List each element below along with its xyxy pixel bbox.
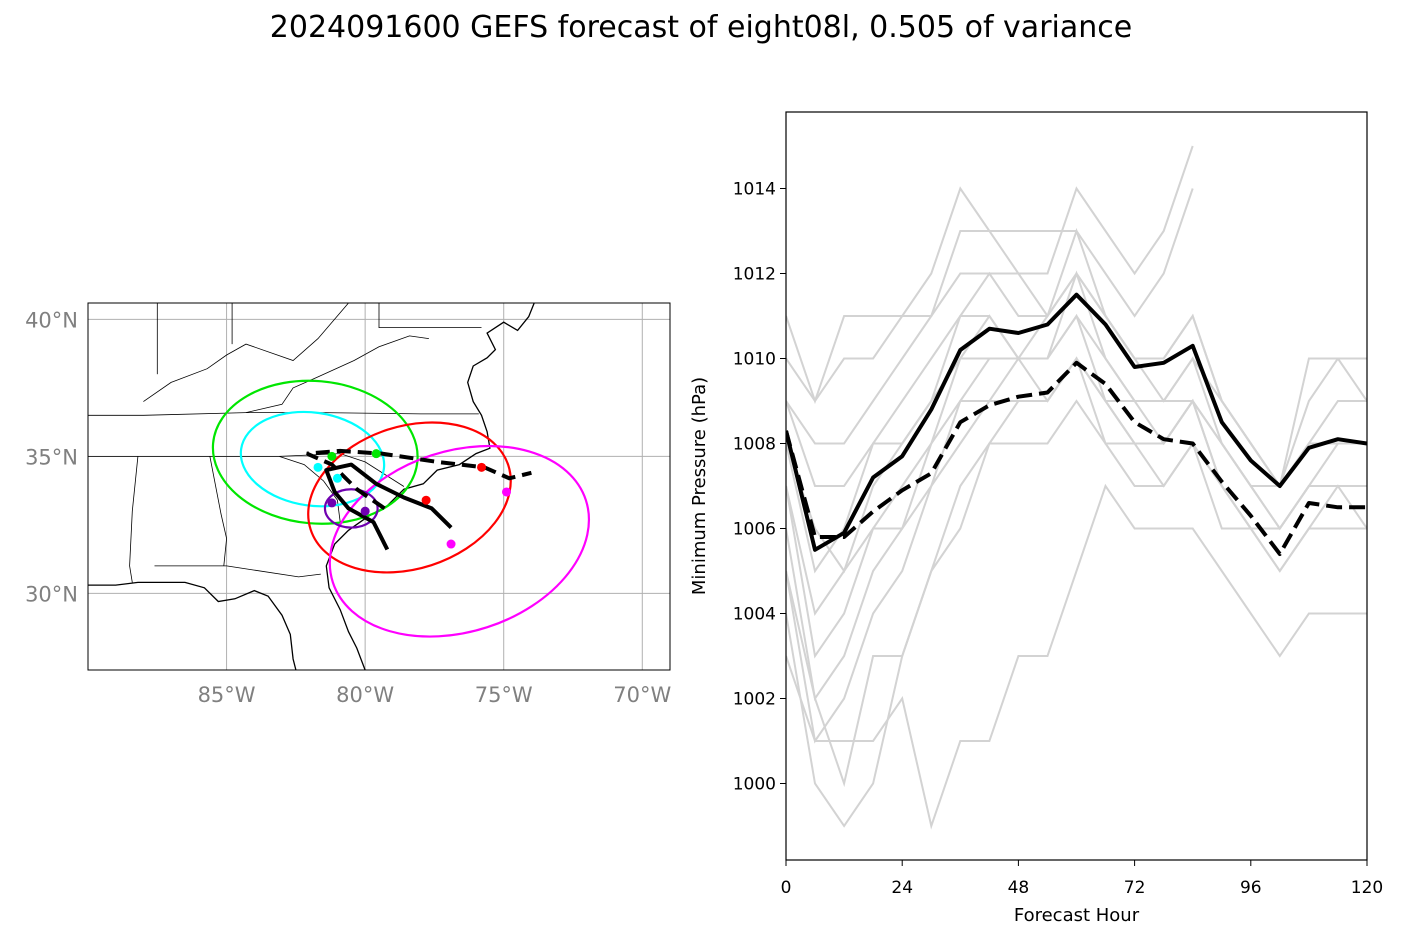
map-lat-label: 40°N	[25, 308, 78, 332]
ensemble-member-line	[786, 271, 1367, 489]
y-tick-label: 1000	[733, 775, 776, 795]
state-border	[245, 335, 429, 413]
map-lat-label: 30°N	[25, 582, 78, 606]
state-border	[378, 303, 482, 329]
x-tick-label: 72	[1124, 878, 1146, 898]
map-lon-label: 70°W	[613, 683, 671, 707]
y-tick-label: 1004	[733, 605, 776, 625]
ensemble-member-line	[786, 188, 1194, 403]
pressure-frame	[785, 111, 1368, 861]
map-lon-label: 80°W	[336, 683, 394, 707]
mean-track-dashed	[306, 448, 532, 511]
state-border	[129, 456, 139, 583]
cluster-ellipse-green	[211, 379, 419, 525]
cluster-center-cyan	[313, 462, 323, 472]
map-lat-label: 35°N	[25, 445, 78, 469]
y-tick-label: 1008	[733, 435, 776, 455]
cluster-center-red	[477, 462, 487, 472]
mean-pressure-solid	[786, 292, 1367, 552]
x-tick-label: 120	[1351, 878, 1383, 898]
ensemble-member-line	[786, 356, 1367, 788]
x-tick-label: 0	[781, 878, 792, 898]
ensemble-member-line	[786, 399, 1367, 828]
y-tick-label: 1006	[733, 520, 776, 540]
cluster-ellipse-purple	[323, 488, 379, 529]
x-axis-label: Forecast Hour	[1014, 905, 1140, 926]
cluster-center-cyan	[332, 473, 342, 483]
state-border	[88, 412, 479, 416]
map-lon-label: 85°W	[198, 683, 256, 707]
cluster-ellipse-cyan	[239, 410, 386, 508]
gulf-coastline	[88, 581, 297, 670]
y-tick-label: 1012	[733, 265, 776, 285]
state-border	[279, 456, 341, 523]
mean-track-solid	[324, 462, 453, 551]
atlantic-coastline	[325, 303, 535, 670]
cluster-center-red	[421, 495, 431, 505]
cluster-center-magenta	[501, 487, 511, 497]
cluster-center-green	[371, 449, 381, 459]
x-tick-label: 24	[891, 878, 913, 898]
state-border	[143, 303, 349, 402]
ensemble-member-line	[786, 270, 1367, 574]
ensemble-member-line	[786, 356, 1367, 744]
cluster-center-purple	[360, 506, 370, 516]
map-content	[88, 303, 670, 670]
cluster-center-purple	[327, 498, 337, 508]
y-tick-label: 1014	[733, 180, 776, 200]
y-tick-label: 1002	[733, 690, 776, 710]
x-tick-label: 48	[1008, 878, 1030, 898]
y-tick-label: 1010	[733, 350, 776, 370]
state-border	[209, 456, 228, 566]
map-lon-label: 75°W	[475, 683, 533, 707]
x-tick-label: 96	[1240, 878, 1262, 898]
y-axis-label: Minimum Pressure (hPa)	[689, 377, 710, 595]
map-frame	[87, 302, 671, 671]
mean-pressure-dashed	[786, 360, 1367, 556]
state-border	[279, 453, 405, 487]
pressure-content	[786, 145, 1367, 830]
cluster-center-magenta	[446, 539, 456, 549]
state-border	[154, 565, 321, 578]
ensemble-member-line	[786, 313, 1367, 659]
figure-title: 2024091600 GEFS forecast of eight08l, 0.…	[269, 10, 1133, 45]
cluster-ellipse-magenta	[328, 444, 591, 638]
cluster-center-green	[327, 451, 337, 461]
cluster-ellipse-red	[307, 421, 512, 574]
ensemble-member-line	[786, 483, 1367, 830]
